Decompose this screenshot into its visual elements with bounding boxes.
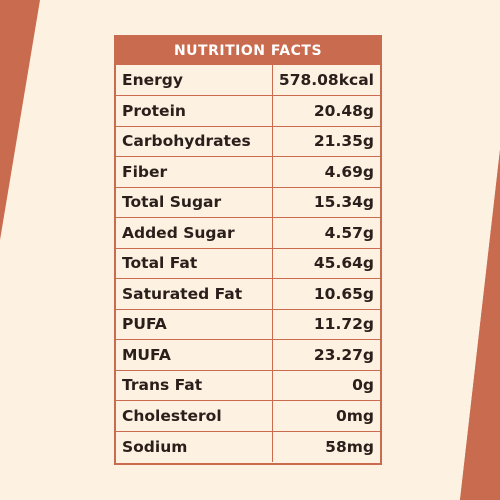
- nutrient-name: Trans Fat: [116, 369, 273, 401]
- table-row: Total Sugar 15.34g: [116, 186, 380, 218]
- nutrient-value: 4.57g: [272, 217, 380, 248]
- nutrient-name: Saturated Fat: [116, 278, 273, 309]
- nutrient-value: 15.34g: [272, 186, 380, 218]
- nutrient-name: Energy: [116, 65, 273, 96]
- nutrition-facts-panel: NUTRITION FACTS Energy 578.08kcal Protein 2…: [114, 35, 382, 465]
- nutrient-value: 21.35g: [272, 125, 380, 157]
- nutrient-value: 45.64g: [272, 247, 380, 279]
- table-row: Carbohydrates 21.35g: [116, 125, 380, 157]
- background-corner-accent: [460, 150, 500, 500]
- nutrient-name: Cholesterol: [116, 400, 273, 431]
- nutrient-value: 0mg: [272, 400, 380, 431]
- nutrient-name: Carbohydrates: [116, 125, 273, 157]
- table-row: Protein 20.48g: [116, 95, 380, 126]
- table-row: PUFA 11.72g: [116, 308, 380, 340]
- nutrition-table: Energy 578.08kcal Protein 20.48g Carbohydrat…: [116, 65, 380, 462]
- nutrient-name: Fiber: [116, 156, 273, 187]
- table-row: Total Fat 45.64g: [116, 247, 380, 279]
- nutrient-name: PUFA: [116, 308, 273, 340]
- nutrient-name: Total Sugar: [116, 186, 273, 218]
- table-row: Sodium 58mg: [116, 430, 380, 462]
- table-row: Fiber 4.69g: [116, 156, 380, 187]
- nutrient-name: Sodium: [116, 430, 273, 462]
- nutrient-value: 578.08kcal: [278, 71, 374, 89]
- table-row: Saturated Fat 10.65g: [116, 278, 380, 309]
- nutrition-rows: Energy 578.08kcal Protein 20.48g Carbohydrat…: [116, 65, 380, 462]
- table-row: Added Sugar 4.57g: [116, 217, 380, 248]
- nutrient-value: 23.27g: [272, 339, 380, 370]
- nutrient-value: 4.69g: [272, 156, 380, 187]
- nutrient-name: Total Fat: [116, 247, 273, 279]
- nutrient-value: 10.65g: [272, 278, 380, 309]
- table-row: Energy 578.08kcal: [116, 65, 380, 96]
- table-row: Cholesterol 0mg: [116, 400, 380, 431]
- nutrient-name: Protein: [116, 95, 273, 126]
- nutrient-name: MUFA: [116, 339, 273, 370]
- table-row: MUFA 23.27g: [116, 339, 380, 370]
- nutrient-value: 20.48g: [272, 95, 380, 126]
- nutrient-value: 0g: [272, 369, 380, 401]
- nutrient-name: Added Sugar: [116, 217, 273, 248]
- panel-title: NUTRITION FACTS: [116, 37, 380, 65]
- table-row: Trans Fat 0g: [116, 369, 380, 401]
- nutrient-value: 58mg: [272, 430, 380, 462]
- nutrient-value: 11.72g: [272, 308, 380, 340]
